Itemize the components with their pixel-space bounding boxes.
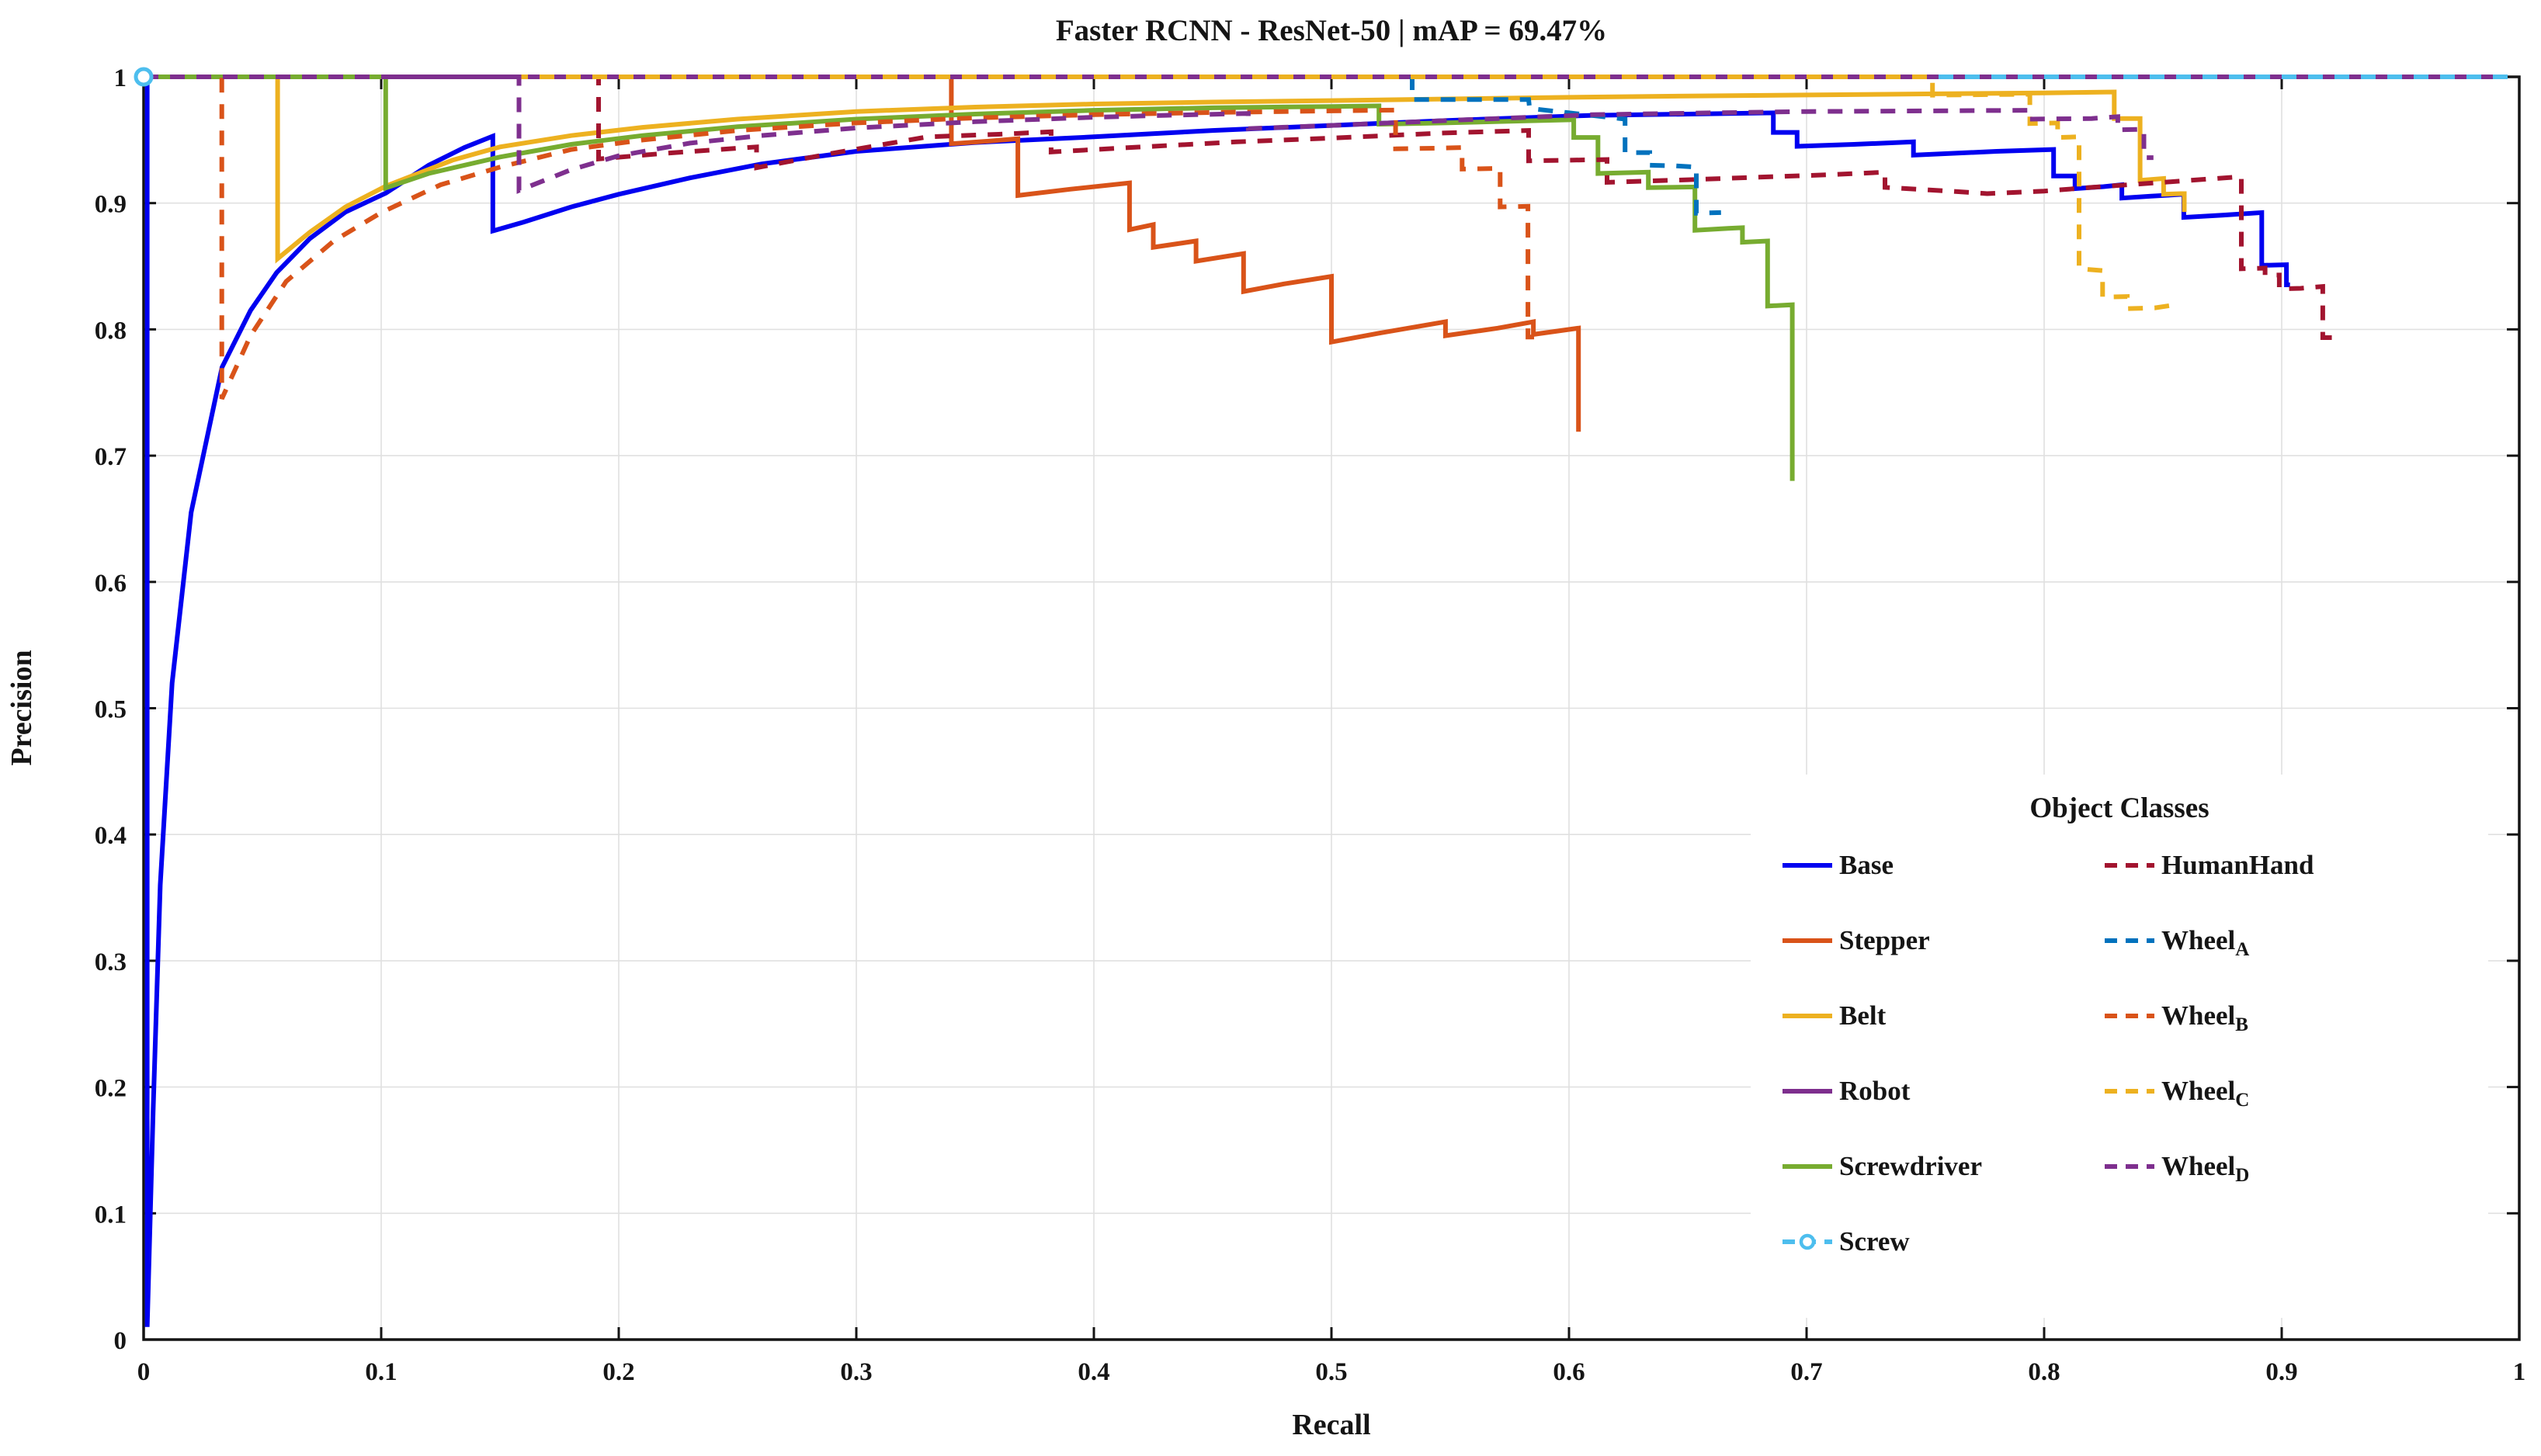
legend-item-wheel_d: WheelD [2104, 1128, 2469, 1204]
legend-sample-wheel_c [2104, 1080, 2155, 1103]
y-tick-label: 0.7 [95, 443, 127, 471]
x-tick-label: 0 [137, 1358, 151, 1386]
chart-title: Faster RCNN - ResNet-50 | mAP = 69.47% [1056, 14, 1607, 47]
legend-sample-screw [1782, 1230, 1833, 1253]
x-tick-label: 0.4 [1078, 1358, 1109, 1386]
series-screwdriver-line [144, 75, 1795, 481]
legend-item-belt: Belt [1782, 978, 2116, 1053]
x-tick-label: 1 [2513, 1358, 2526, 1386]
legend-label-wheel_a: WheelA [2161, 924, 2250, 960]
legend-item-wheel_b: WheelB [2104, 978, 2469, 1053]
x-tick-label: 0.1 [365, 1358, 397, 1386]
legend-title: Object Classes [2029, 792, 2209, 824]
legend-item-base: Base [1782, 827, 2116, 903]
legend-label-wheel_b: WheelB [2161, 1000, 2248, 1035]
legend-sample-belt [1782, 1004, 1833, 1028]
x-tick-label: 0.2 [602, 1358, 634, 1386]
series-lines [144, 75, 2519, 1327]
x-tick-label: 0.9 [2265, 1358, 2297, 1386]
legend-item-wheel_c: WheelC [2104, 1053, 2469, 1128]
x-tick-label: 0.7 [1790, 1358, 1822, 1386]
y-tick-label: 0 [114, 1327, 127, 1355]
legend-screw-marker-icon [1799, 1233, 1816, 1250]
legend: Object Classes Base Stepper Belt Robot Screw… [1751, 775, 2488, 1318]
legend-label-base: Base [1839, 849, 1894, 880]
legend-sample-humanhand [2104, 854, 2155, 877]
legend-column-2: HumanHand WheelA WheelB WheelC WheelD [2104, 827, 2469, 1204]
x-tick-label: 0.6 [1553, 1358, 1585, 1386]
legend-label-screw: Screw [1839, 1225, 1910, 1257]
y-tick-label: 0.8 [95, 317, 127, 345]
series-humanhand-line [144, 75, 2334, 340]
series-wheel_c-line [144, 75, 2180, 311]
legend-item-humanhand: HumanHand [2104, 827, 2469, 903]
legend-sample-wheel_d [2104, 1155, 2155, 1178]
legend-label-screwdriver: Screwdriver [1839, 1150, 1983, 1181]
y-tick-label: 0.3 [95, 948, 127, 976]
legend-label-belt: Belt [1839, 1000, 1887, 1031]
legend-label-humanhand: HumanHand [2161, 849, 2314, 880]
legend-sample-robot [1782, 1080, 1833, 1103]
series-markers [134, 67, 154, 87]
legend-item-stepper: Stepper [1782, 903, 2116, 978]
legend-label-wheel_c: WheelC [2161, 1075, 2250, 1111]
x-tick-label: 0.3 [840, 1358, 872, 1386]
legend-sample-screwdriver [1782, 1155, 1833, 1178]
legend-sample-base [1782, 854, 1833, 877]
legend-label-wheel_d: WheelD [2161, 1150, 2250, 1186]
x-tick-label: 0.5 [1315, 1358, 1347, 1386]
legend-label-stepper: Stepper [1839, 924, 1930, 955]
legend-label-robot: Robot [1839, 1075, 1911, 1106]
legend-item-robot: Robot [1782, 1053, 2116, 1128]
legend-sample-wheel_a [2104, 929, 2155, 952]
y-tick-label: 0.9 [95, 191, 127, 219]
legend-sample-wheel_b [2104, 1004, 2155, 1028]
series-base-line [144, 77, 2290, 1327]
legend-item-screw: Screw [1782, 1204, 2116, 1279]
y-tick-label: 1 [114, 64, 127, 92]
x-axis-label: Recall [1292, 1409, 1370, 1441]
y-axis-label: Precision [5, 650, 38, 765]
legend-item-wheel_a: WheelA [2104, 903, 2469, 978]
y-tick-label: 0.5 [95, 696, 127, 724]
legend-column-1: Base Stepper Belt Robot Screwdriver Screw [1782, 827, 2116, 1279]
tick-labels: 0 0.1 0.2 0.3 0.4 0.5 0.6 0.7 0.8 0.9 1 0 0.1 0.2 0.3 0… [95, 64, 2526, 1386]
series-wheel_b-line [144, 75, 1536, 400]
y-tick-label: 0.4 [95, 822, 127, 850]
y-tick-label: 0.6 [95, 570, 127, 598]
series-stepper-line [144, 75, 1581, 432]
x-tick-label: 0.8 [2028, 1358, 2060, 1386]
legend-item-screwdriver: Screwdriver [1782, 1128, 2116, 1204]
y-tick-label: 0.2 [95, 1075, 127, 1103]
legend-sample-stepper [1782, 929, 1833, 952]
series-wheel_d-line [144, 75, 2154, 194]
series-screw-marker [134, 67, 154, 87]
y-tick-label: 0.1 [95, 1201, 127, 1229]
